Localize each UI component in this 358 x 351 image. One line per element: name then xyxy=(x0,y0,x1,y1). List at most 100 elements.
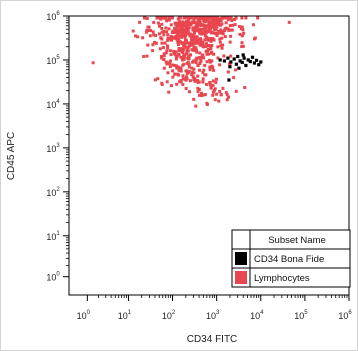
lymphocyte-point xyxy=(188,79,192,83)
lymphocyte-point xyxy=(196,79,200,83)
lymphocyte-point xyxy=(160,22,164,26)
lymphocyte-point xyxy=(145,17,149,21)
lymphocyte-point xyxy=(183,42,187,46)
lymphocyte-point xyxy=(182,54,186,58)
lymphocyte-point xyxy=(219,23,223,27)
lymphocyte-point xyxy=(179,47,183,51)
lymphocyte-point xyxy=(209,86,213,90)
lymphocyte-point xyxy=(216,56,220,60)
lymphocyte-point xyxy=(189,23,193,27)
lymphocyte-point xyxy=(194,16,198,20)
lymphocyte-point xyxy=(162,30,166,34)
lymphocyte-point xyxy=(153,78,157,82)
lymphocyte-point xyxy=(251,23,255,27)
lymphocyte-point xyxy=(185,29,189,33)
lymphocyte-point xyxy=(189,33,193,37)
lymphocyte-point xyxy=(168,16,172,20)
lymphocyte-point xyxy=(201,54,205,58)
lymphocyte-point xyxy=(200,23,204,27)
lymphocyte-point xyxy=(158,47,162,51)
lymphocyte-point xyxy=(206,38,210,42)
lymphocyte-point xyxy=(203,19,207,23)
lymphocyte-point xyxy=(196,80,200,84)
lymphocyte-point xyxy=(228,40,232,44)
lymphocyte-point xyxy=(241,44,245,48)
lymphocyte-point xyxy=(184,52,188,56)
lymphocyte-point xyxy=(212,68,216,72)
lymphocyte-point xyxy=(234,68,238,72)
lymphocyte-point xyxy=(186,49,190,53)
lymphocyte-point xyxy=(165,49,169,53)
lymphocyte-point xyxy=(182,57,186,61)
lymphocyte-point xyxy=(224,91,228,95)
lymphocyte-point xyxy=(179,55,183,59)
cd34-bona-fide-point xyxy=(226,56,230,60)
x-axis-title: CD34 FITC xyxy=(187,334,238,345)
lymphocyte-point xyxy=(185,21,189,25)
lymphocyte-point xyxy=(161,46,165,50)
lymphocyte-point xyxy=(166,38,170,42)
y-tick-label: 105 xyxy=(46,55,60,66)
lymphocyte-point xyxy=(204,44,208,48)
lymphocyte-point xyxy=(173,21,177,25)
lymphocyte-point xyxy=(164,51,168,55)
lymphocyte-point xyxy=(168,59,172,63)
lymphocyte-point xyxy=(226,70,230,74)
lymphocyte-point xyxy=(166,44,170,48)
y-tick-label: 100 xyxy=(46,272,60,283)
lymphocyte-point xyxy=(240,34,244,38)
lymphocyte-point xyxy=(201,93,205,97)
lymphocyte-point xyxy=(192,42,196,46)
cd34-bona-fide-point xyxy=(227,78,231,82)
lymphocyte-point xyxy=(145,30,149,34)
lymphocyte-point xyxy=(171,16,175,20)
lymphocyte-point xyxy=(215,20,219,24)
lymphocyte-point xyxy=(211,93,215,97)
lymphocyte-point xyxy=(165,80,169,84)
lymphocyte-point xyxy=(162,66,166,70)
y-tick-label: 103 xyxy=(46,143,60,154)
lymphocyte-point xyxy=(160,56,164,60)
lymphocyte-point xyxy=(169,84,173,88)
lymphocyte-point xyxy=(185,61,189,65)
lymphocyte-point xyxy=(204,73,208,77)
lymphocyte-point xyxy=(218,90,222,94)
lymphocyte-point xyxy=(193,37,197,41)
lymphocyte-point xyxy=(162,54,166,58)
lymphocyte-point xyxy=(178,80,182,84)
lymphocyte-point xyxy=(165,30,169,34)
lymphocyte-point xyxy=(195,50,199,54)
lymphocyte-point xyxy=(211,25,215,29)
lymphocyte-point xyxy=(218,63,222,67)
lymphocyte-point xyxy=(212,19,216,23)
lymphocyte-point xyxy=(181,77,185,81)
lymphocyte-point xyxy=(253,36,257,40)
lymphocyte-point xyxy=(192,67,196,71)
lymphocyte-point xyxy=(177,53,181,57)
lymphocyte-point xyxy=(199,38,203,42)
lymphocyte-point xyxy=(202,24,206,28)
lymphocyte-point xyxy=(133,34,137,38)
lymphocyte-point xyxy=(153,40,157,44)
lymphocyte-point xyxy=(175,66,179,70)
lymphocyte-point xyxy=(229,28,233,32)
lymphocyte-point xyxy=(194,35,198,39)
lymphocyte-point xyxy=(220,36,224,40)
lymphocyte-point xyxy=(231,23,235,27)
lymphocyte-point xyxy=(166,61,170,65)
lymphocyte-point xyxy=(221,32,225,36)
lymphocyte-point xyxy=(192,59,196,63)
y-tick-label: 101 xyxy=(46,231,60,242)
legend-swatch-lymphocytes xyxy=(235,271,247,284)
cd34-bona-fide-point xyxy=(228,65,232,69)
lymphocyte-point xyxy=(221,30,225,34)
lymphocyte-point xyxy=(172,49,176,53)
lymphocyte-point xyxy=(160,82,164,86)
lymphocyte-point xyxy=(151,43,155,47)
lymphocyte-point xyxy=(199,94,203,98)
x-tick-label: 106 xyxy=(338,310,352,321)
lymphocyte-point xyxy=(184,45,188,49)
lymphocyte-point xyxy=(187,65,191,69)
lymphocyte-point xyxy=(196,90,200,94)
lymphocyte-point xyxy=(240,45,244,49)
